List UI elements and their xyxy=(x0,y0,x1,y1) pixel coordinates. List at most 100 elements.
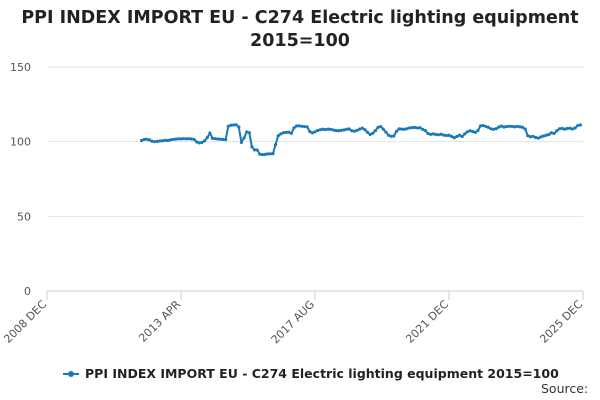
data-point[interactable] xyxy=(442,133,446,137)
data-point[interactable] xyxy=(541,134,546,138)
data-point[interactable] xyxy=(260,153,265,157)
data-point[interactable] xyxy=(182,137,186,141)
data-point[interactable] xyxy=(279,132,283,136)
data-point[interactable] xyxy=(300,124,304,128)
data-point[interactable] xyxy=(197,141,201,145)
data-point[interactable] xyxy=(305,125,309,129)
data-point[interactable] xyxy=(200,140,204,145)
data-point[interactable] xyxy=(531,134,535,138)
data-point[interactable] xyxy=(326,127,330,131)
data-point[interactable] xyxy=(402,127,406,131)
data-point[interactable] xyxy=(168,138,173,142)
data-point[interactable] xyxy=(384,130,388,134)
data-point[interactable] xyxy=(560,126,564,130)
data-point[interactable] xyxy=(460,134,464,139)
data-point[interactable] xyxy=(400,127,404,131)
data-point[interactable] xyxy=(502,125,506,129)
data-point[interactable] xyxy=(213,137,217,141)
data-point[interactable] xyxy=(360,126,364,130)
data-point[interactable] xyxy=(371,131,375,135)
data-point[interactable] xyxy=(450,134,454,139)
data-point[interactable] xyxy=(513,125,517,129)
data-point[interactable] xyxy=(226,124,230,128)
data-point[interactable] xyxy=(392,134,396,138)
data-point[interactable] xyxy=(373,129,378,133)
data-point[interactable] xyxy=(355,128,359,132)
data-point[interactable] xyxy=(347,127,351,131)
data-point[interactable] xyxy=(455,134,459,139)
data-point[interactable] xyxy=(492,127,496,131)
data-point[interactable] xyxy=(302,124,307,129)
data-point[interactable] xyxy=(358,127,362,131)
data-point[interactable] xyxy=(210,136,215,140)
data-point[interactable] xyxy=(489,127,493,131)
data-point[interactable] xyxy=(520,125,525,129)
data-point[interactable] xyxy=(386,133,391,137)
data-point[interactable] xyxy=(195,140,199,144)
data-point[interactable] xyxy=(457,133,462,137)
data-point[interactable] xyxy=(334,129,338,133)
data-point[interactable] xyxy=(578,123,582,127)
data-point[interactable] xyxy=(245,130,249,134)
data-point[interactable] xyxy=(463,132,467,136)
data-point[interactable] xyxy=(276,134,280,138)
data-point[interactable] xyxy=(224,137,228,142)
data-point[interactable] xyxy=(549,131,554,135)
data-point[interactable] xyxy=(158,139,162,143)
data-point[interactable] xyxy=(237,125,241,129)
data-point[interactable] xyxy=(161,139,165,143)
data-point[interactable] xyxy=(394,129,399,133)
data-point[interactable] xyxy=(418,126,422,130)
data-point[interactable] xyxy=(252,148,257,152)
data-point[interactable] xyxy=(205,136,209,140)
data-point[interactable] xyxy=(203,139,207,143)
data-point[interactable] xyxy=(563,127,567,131)
data-point[interactable] xyxy=(497,125,501,129)
data-point[interactable] xyxy=(247,131,251,135)
data-point[interactable] xyxy=(476,129,480,133)
data-point[interactable] xyxy=(287,130,291,134)
data-point[interactable] xyxy=(216,137,220,141)
data-point[interactable] xyxy=(150,139,154,143)
data-point[interactable] xyxy=(415,126,420,130)
data-point[interactable] xyxy=(499,124,504,128)
data-point[interactable] xyxy=(179,137,183,141)
data-point[interactable] xyxy=(250,145,254,149)
data-point[interactable] xyxy=(221,137,225,142)
data-point[interactable] xyxy=(292,126,296,130)
data-point[interactable] xyxy=(526,134,530,138)
data-point[interactable] xyxy=(289,131,293,135)
data-point[interactable] xyxy=(429,132,433,136)
data-point[interactable] xyxy=(486,125,491,129)
data-point[interactable] xyxy=(337,129,341,133)
data-point[interactable] xyxy=(534,135,538,140)
data-point[interactable] xyxy=(329,127,333,132)
data-point[interactable] xyxy=(568,126,572,130)
data-point[interactable] xyxy=(523,127,527,131)
source-label[interactable]: Source: xyxy=(541,381,589,396)
data-point[interactable] xyxy=(268,152,272,156)
data-point[interactable] xyxy=(208,131,212,135)
data-point[interactable] xyxy=(439,132,443,136)
data-point[interactable] xyxy=(231,123,236,127)
data-point[interactable] xyxy=(376,125,380,129)
data-point[interactable] xyxy=(176,137,180,141)
data-point[interactable] xyxy=(484,124,488,129)
data-point[interactable] xyxy=(313,130,317,134)
data-point[interactable] xyxy=(318,128,322,132)
data-point[interactable] xyxy=(544,133,548,137)
data-point[interactable] xyxy=(218,137,223,141)
data-point[interactable] xyxy=(576,123,580,128)
data-point[interactable] xyxy=(258,152,262,156)
data-point[interactable] xyxy=(153,140,157,144)
data-point[interactable] xyxy=(350,129,354,133)
data-point[interactable] xyxy=(381,127,385,131)
data-point[interactable] xyxy=(187,137,191,141)
data-point[interactable] xyxy=(452,136,456,140)
data-point[interactable] xyxy=(379,124,383,129)
data-point[interactable] xyxy=(155,139,159,143)
data-point[interactable] xyxy=(363,128,367,132)
data-point[interactable] xyxy=(174,137,178,141)
data-point[interactable] xyxy=(266,152,270,156)
data-point[interactable] xyxy=(323,127,328,132)
